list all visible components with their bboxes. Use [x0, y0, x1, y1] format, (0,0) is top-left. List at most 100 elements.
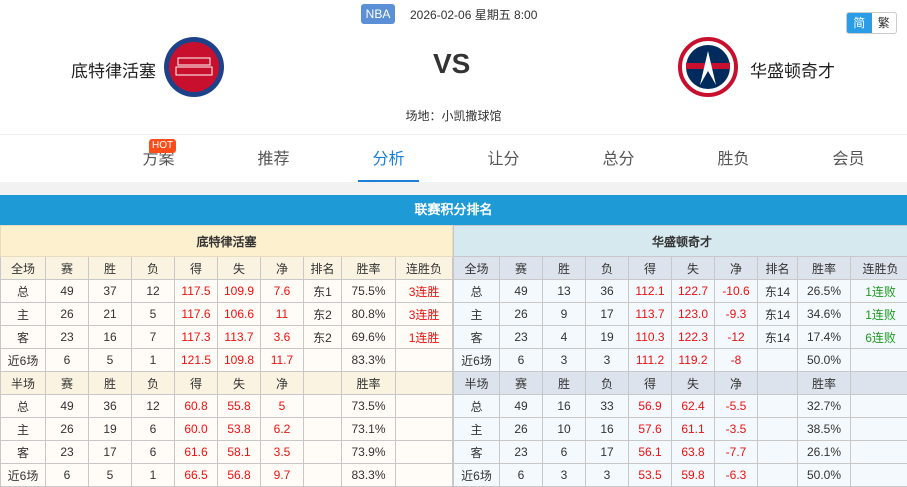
table-cell [396, 464, 453, 487]
table-cell: 26 [46, 418, 89, 441]
table-cell: 6.2 [261, 418, 304, 441]
table-cell: 23 [500, 326, 543, 349]
column-header: 连胜负 [851, 257, 907, 280]
table-cell: 东2 [304, 326, 342, 349]
column-header: 胜率 [798, 257, 851, 280]
vs-label: VS [433, 48, 470, 80]
tab-total[interactable]: 总分 [561, 135, 676, 182]
table-cell: 客 [1, 441, 46, 464]
table-cell: 客 [454, 326, 500, 349]
table-cell [758, 464, 798, 487]
table-cell [304, 349, 342, 372]
table-cell: 17 [586, 441, 629, 464]
team-caption: 华盛顿奇才 [454, 226, 907, 257]
table-cell: 60.0 [175, 418, 218, 441]
pistons-logo[interactable] [164, 37, 224, 97]
table-cell: 53.5 [629, 464, 672, 487]
table-cell: 12 [132, 280, 175, 303]
table-cell: -8 [715, 349, 758, 372]
table-cell: 26 [46, 303, 89, 326]
league-badge[interactable]: NBA [361, 4, 395, 24]
table-cell: 7 [132, 326, 175, 349]
table-cell: 56.1 [629, 441, 672, 464]
table-cell: 56.8 [218, 464, 261, 487]
table-cell: 61.1 [672, 418, 715, 441]
table-cell: 近6场 [1, 464, 46, 487]
table-cell: 6 [132, 441, 175, 464]
table-cell: 6 [46, 464, 89, 487]
table-cell: 1连胜 [396, 326, 453, 349]
tab-member[interactable]: 会员 [791, 135, 906, 182]
home-team-name[interactable]: 底特律活塞 [71, 57, 156, 82]
table-cell: 117.3 [175, 326, 218, 349]
table-cell [304, 418, 342, 441]
away-team-name[interactable]: 华盛顿奇才 [750, 57, 835, 82]
table-cell: 26 [500, 418, 543, 441]
language-toggle[interactable]: 简 繁 [846, 12, 897, 34]
table-cell: 近6场 [454, 464, 500, 487]
table-cell: -6.3 [715, 464, 758, 487]
traditional-button[interactable]: 繁 [872, 13, 897, 33]
table-cell: 客 [1, 326, 46, 349]
table-cell: 3 [543, 349, 586, 372]
column-header: 得 [175, 372, 218, 395]
wizards-logo[interactable] [678, 37, 738, 97]
table-cell: 总 [454, 280, 500, 303]
table-cell: 16 [543, 395, 586, 418]
tab-label: 方案 [142, 151, 174, 168]
table-cell: 近6场 [454, 349, 500, 372]
table-cell: 49 [46, 280, 89, 303]
table-cell: 63.8 [672, 441, 715, 464]
table-cell: 客 [454, 441, 500, 464]
table-cell: 近6场 [1, 349, 46, 372]
table-cell: 3 [586, 349, 629, 372]
column-header: 赛 [46, 257, 89, 280]
table-cell: 16 [89, 326, 132, 349]
table-cell: 121.5 [175, 349, 218, 372]
simplified-button[interactable]: 简 [847, 13, 872, 33]
table-cell: 117.6 [175, 303, 218, 326]
table-cell [758, 418, 798, 441]
table-cell: 55.8 [218, 395, 261, 418]
table-cell: 5 [89, 349, 132, 372]
table-cell: 东2 [304, 303, 342, 326]
table-cell: 主 [1, 303, 46, 326]
table-cell: 3 [543, 464, 586, 487]
table-cell: 6连败 [851, 326, 907, 349]
tab-moneyline[interactable]: 胜负 [676, 135, 791, 182]
table-cell: 23 [500, 441, 543, 464]
column-header: 得 [629, 372, 672, 395]
table-cell: 3连胜 [396, 303, 453, 326]
table-cell: 16 [586, 418, 629, 441]
tab-handicap[interactable]: 让分 [446, 135, 561, 182]
column-header: 全场 [1, 257, 46, 280]
table-cell: -12 [715, 326, 758, 349]
table-cell: 112.1 [629, 280, 672, 303]
table-cell: 62.4 [672, 395, 715, 418]
column-header: 排名 [758, 257, 798, 280]
tab-recommend[interactable]: 推荐 [216, 135, 331, 182]
column-header: 赛 [500, 372, 543, 395]
table-cell: 73.5% [342, 395, 396, 418]
table-cell: 110.3 [629, 326, 672, 349]
table-cell: 32.7% [798, 395, 851, 418]
table-cell [304, 395, 342, 418]
column-header: 胜 [543, 257, 586, 280]
tab-analysis[interactable]: 分析 [331, 135, 446, 182]
table-cell [758, 441, 798, 464]
table-cell: 113.7 [218, 326, 261, 349]
table-cell: 13 [543, 280, 586, 303]
column-header: 净 [261, 257, 304, 280]
column-header: 排名 [304, 257, 342, 280]
table-cell: 6 [500, 464, 543, 487]
table-cell [851, 418, 907, 441]
table-cell [396, 418, 453, 441]
column-header [396, 372, 453, 395]
